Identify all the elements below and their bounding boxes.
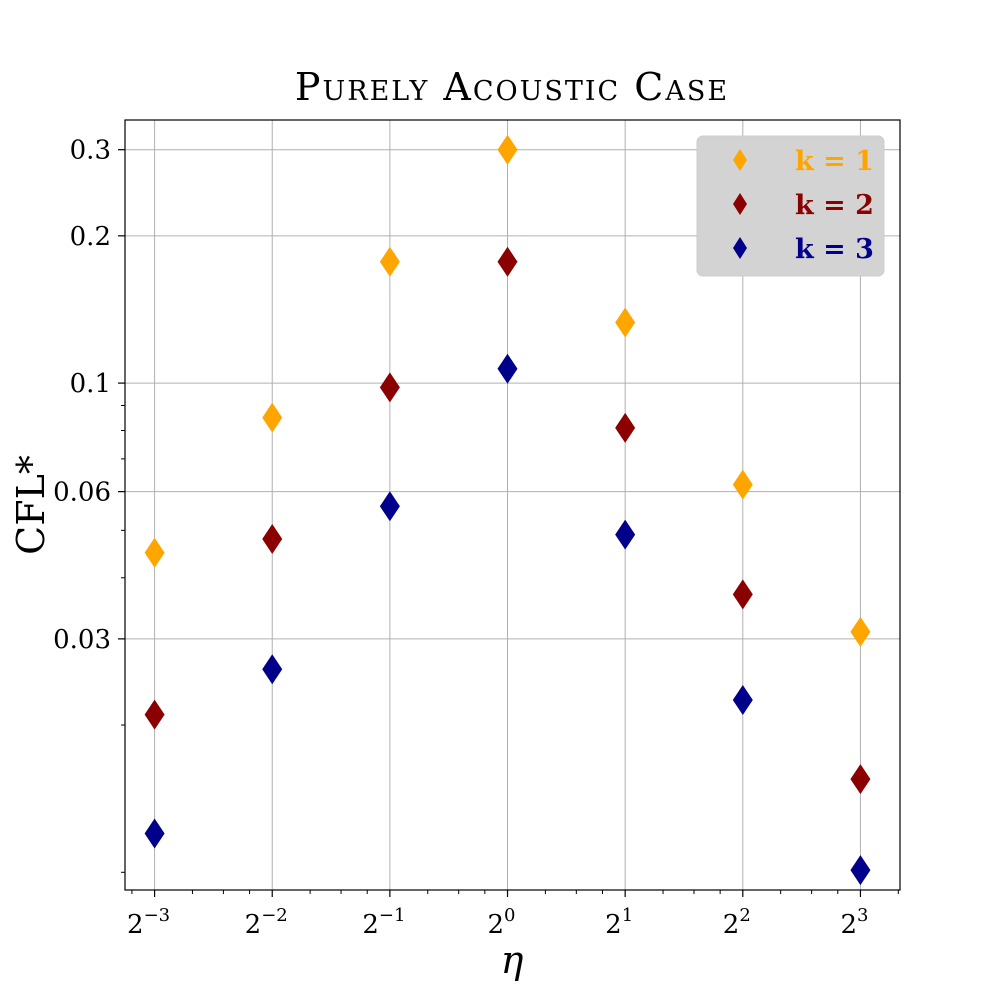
legend-label-k1: k = 1: [795, 146, 874, 177]
legend-marker-k2: [733, 193, 747, 215]
legend: k = 1 k = 2 k = 3: [696, 135, 885, 277]
legend-marker-k3: [733, 237, 747, 259]
x-tick-label: 2−3: [127, 905, 170, 940]
chart-title: Purely Acoustic Case: [295, 65, 729, 109]
data-point-k3: [144, 818, 165, 849]
data-point-k1: [144, 537, 165, 568]
data-point-k2: [732, 579, 753, 610]
data-point-k2: [262, 524, 283, 555]
x-tick-label: 21: [605, 905, 633, 940]
data-point-k2: [379, 372, 400, 403]
data-point-k3: [615, 519, 636, 550]
minor-ticks: [121, 404, 899, 894]
legend-box: [696, 135, 885, 277]
y-tick-label: 0.3: [70, 136, 111, 166]
data-point-k3: [732, 685, 753, 716]
y-axis-label: CFL*: [9, 455, 53, 555]
data-point-k1: [379, 246, 400, 277]
data-point-k3: [850, 855, 871, 886]
data-point-k3: [262, 654, 283, 685]
y-tick-label: 0.03: [53, 625, 111, 655]
data-point-k1: [615, 307, 636, 338]
data-point-k1: [850, 616, 871, 647]
y-tick-label: 0.2: [70, 222, 111, 252]
y-tick-label: 0.06: [53, 478, 111, 508]
data-point-k2: [615, 412, 636, 443]
data-point-k3: [497, 353, 518, 384]
data-points: [144, 134, 871, 886]
legend-label-k3: k = 3: [795, 234, 874, 265]
data-point-k2: [850, 764, 871, 795]
x-tick-label: 23: [840, 905, 868, 940]
legend-marker-k1: [733, 149, 747, 171]
plot-area-frame: [124, 119, 901, 891]
y-tick-label: 0.1: [70, 369, 111, 399]
x-tick-label: 20: [488, 905, 516, 940]
x-tick-label: 2−2: [245, 905, 288, 940]
axis-ticks: 2−3 2−2 2−1 20 21 22 23 0.03 0.06 0.1 0.2 0.3: [53, 136, 868, 940]
data-point-k3: [379, 491, 400, 522]
x-tick-label: 22: [723, 905, 751, 940]
data-point-k1: [262, 402, 283, 433]
data-point-k1: [497, 134, 518, 165]
x-axis-label: η: [501, 938, 524, 982]
data-point-k1: [732, 469, 753, 500]
legend-label-k2: k = 2: [795, 190, 874, 221]
data-point-k2: [497, 246, 518, 277]
x-tick-label: 2−1: [362, 905, 405, 940]
data-point-k2: [144, 699, 165, 730]
